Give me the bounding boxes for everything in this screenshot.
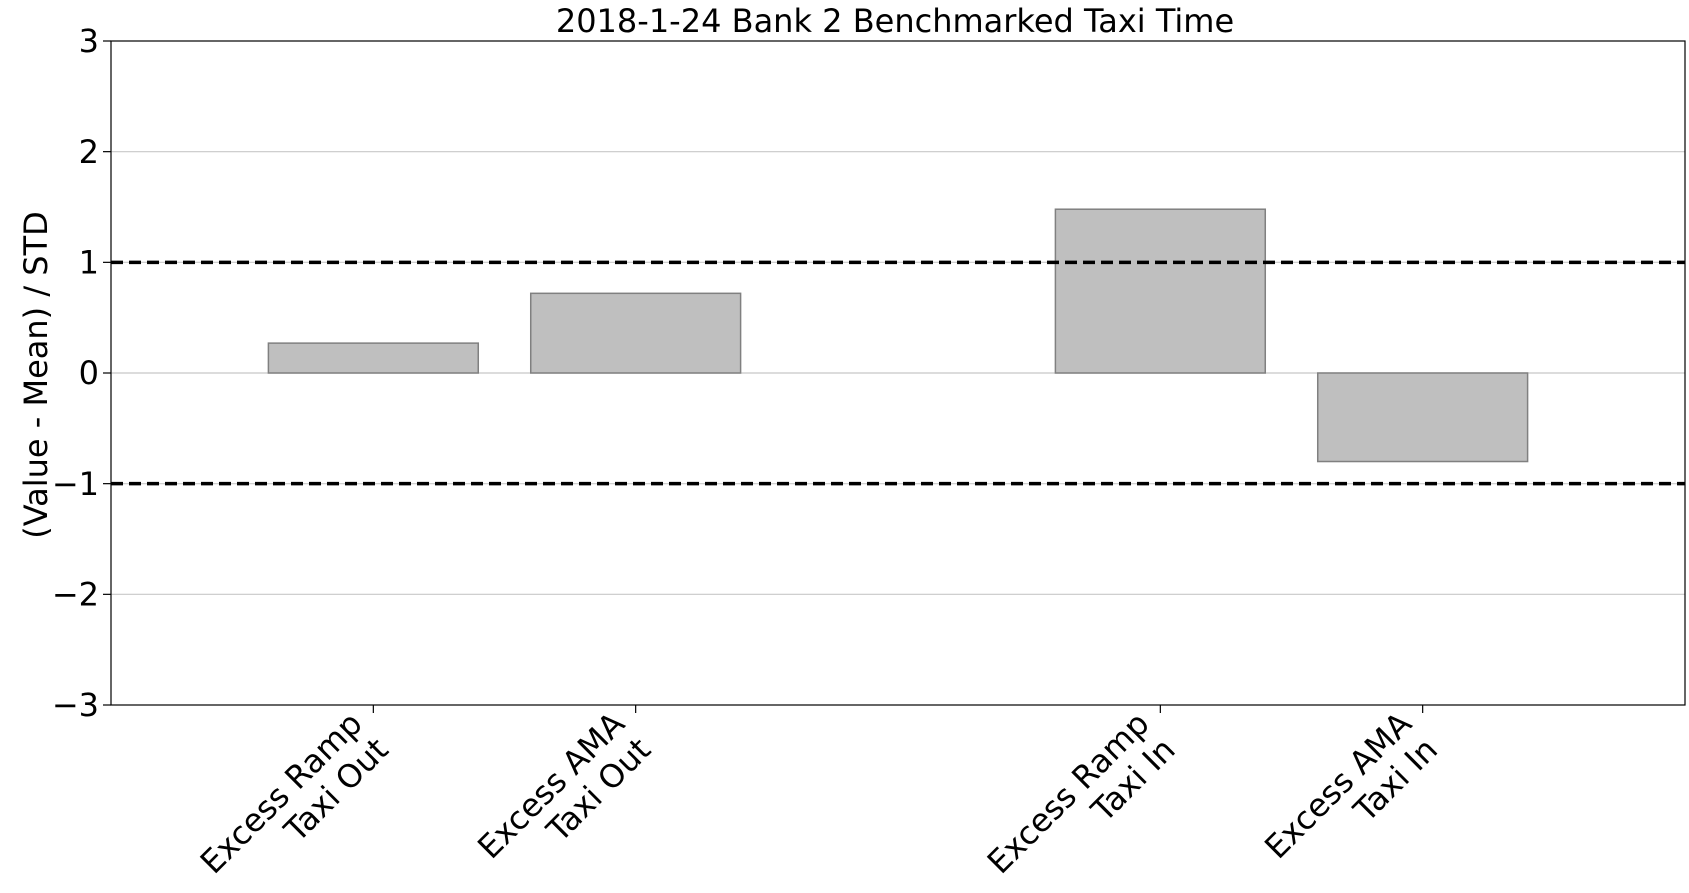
bar-2	[1054, 208, 1267, 374]
y-tick-label: −1	[52, 465, 99, 503]
bars-layer	[267, 208, 1529, 463]
bar-3	[1316, 372, 1529, 463]
bar-0	[267, 342, 480, 374]
x-tick-label: Excess RampTaxi Out	[193, 704, 396, 893]
x-ticks-layer: Excess RampTaxi Out Excess AMATaxi Out Exc…	[193, 704, 1445, 893]
chart-title: 2018-1-24 Bank 2 Benchmarked Taxi Time	[556, 2, 1234, 40]
y-tick-label: 3	[79, 22, 99, 60]
x-tick-label: Excess AMATaxi In	[1257, 704, 1445, 892]
y-tick-label: 1	[79, 244, 99, 282]
x-tick-label: Excess RampTaxi In	[980, 704, 1183, 893]
svg-text:Excess RampTaxi In: Excess RampTaxi In	[980, 704, 1183, 893]
svg-text:Excess RampTaxi Out: Excess RampTaxi Out	[193, 704, 396, 893]
y-tick-label: −3	[52, 686, 99, 724]
plot-frame	[110, 40, 1686, 706]
svg-text:Excess AMATaxi In: Excess AMATaxi In	[1257, 704, 1445, 892]
svg-text:Excess AMATaxi Out: Excess AMATaxi Out	[470, 704, 658, 892]
x-tick-label: Excess AMATaxi Out	[470, 704, 658, 892]
bar-1	[529, 292, 742, 374]
y-tick-label: 0	[79, 354, 99, 392]
y-tick-label: 2	[79, 133, 99, 171]
y-ticks-layer: 3 2 1 0 −1 −2 −3	[52, 22, 111, 724]
reference-lines-layer	[111, 260, 1685, 486]
y-tick-label: −2	[52, 576, 99, 614]
y-axis-label: (Value - Mean) / STD	[17, 211, 55, 539]
